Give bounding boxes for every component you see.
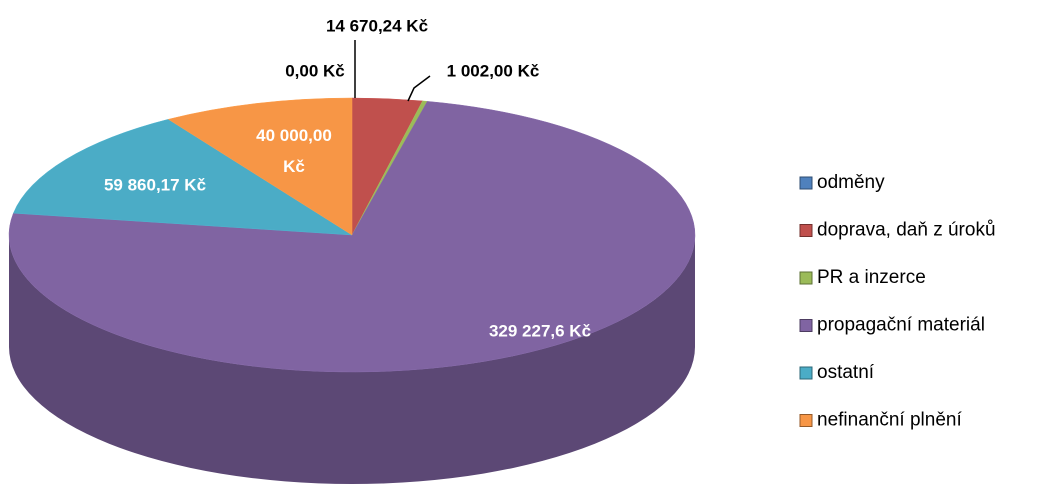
legend-label: propagační materiál <box>817 315 985 336</box>
value-label: 0,00 Kč <box>285 61 345 80</box>
slice <box>167 97 353 236</box>
legend-swatch <box>799 319 813 332</box>
slice-side <box>9 235 695 484</box>
value-label: 329 227,6 Kč <box>489 321 591 340</box>
legend-swatch <box>799 271 813 285</box>
legend-label: ostatní <box>817 362 875 383</box>
legend-label: nefinanční plnění <box>817 410 962 431</box>
legend-swatch <box>799 414 813 427</box>
slice <box>8 101 696 373</box>
legend-label: doprava, daň z úroků <box>817 220 996 241</box>
value-label: 59 860,17 Kč <box>104 175 206 194</box>
legend-label: PR a inzerce <box>817 267 926 288</box>
legend: odměny doprava, daň z úroků PR a inzerce pr… <box>799 172 996 431</box>
value-label: 1 002,00 Kč <box>447 61 540 80</box>
slice <box>13 119 353 236</box>
leader-line <box>407 75 431 102</box>
value-labels: 0,00 Kč 14 670,24 Kč 1 002,00 Kč 329 227,6 … <box>104 16 591 340</box>
value-label: 40 000,00 Kč <box>256 126 332 176</box>
legend-swatch <box>799 224 813 237</box>
value-label: 14 670,24 Kč <box>326 16 428 35</box>
legend-swatch <box>799 366 813 380</box>
legend-label: odměny <box>817 172 885 193</box>
pie <box>8 97 696 484</box>
legend-swatch <box>799 176 813 190</box>
